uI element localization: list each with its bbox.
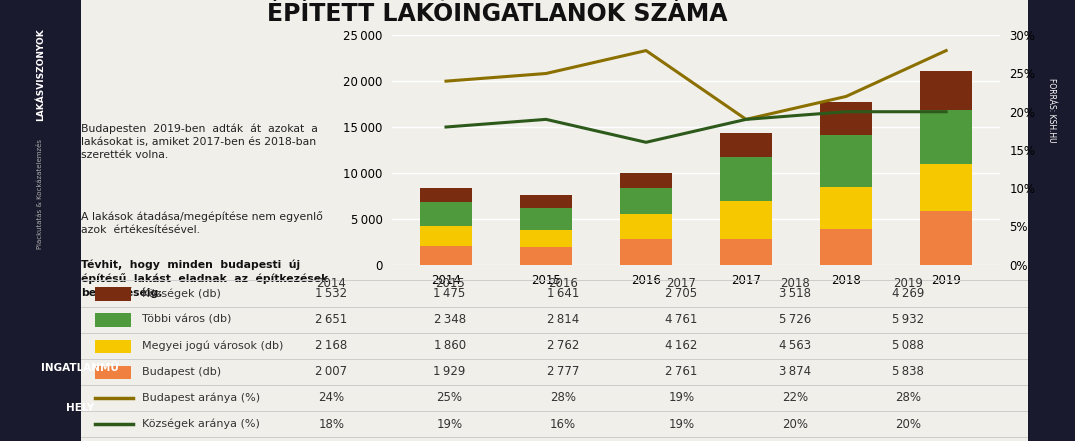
Text: LAKÁSVISZONYOK: LAKÁSVISZONYOK xyxy=(35,29,45,121)
Bar xyxy=(520,230,572,247)
Text: 18%: 18% xyxy=(318,418,344,430)
Text: 2 705: 2 705 xyxy=(665,287,698,300)
Text: 5 838: 5 838 xyxy=(892,365,924,378)
Text: 2014 - 2019: 2014 - 2019 xyxy=(450,96,543,111)
Text: 4 269: 4 269 xyxy=(892,287,924,300)
Bar xyxy=(520,208,572,230)
Bar xyxy=(420,226,472,246)
Text: Budapesten  2019-ben  adták  át  azokat  a
lakásokat is, amiket 2017-ben és 2018: Budapesten 2019-ben adták át azokat a la… xyxy=(81,123,317,161)
Bar xyxy=(820,229,872,265)
Text: Budapest aránya (%): Budapest aránya (%) xyxy=(142,392,260,403)
Text: 4 761: 4 761 xyxy=(665,313,698,326)
Text: Községek aránya (%): Községek aránya (%) xyxy=(142,419,260,430)
Bar xyxy=(920,110,972,164)
Text: 2017: 2017 xyxy=(666,277,697,290)
Bar xyxy=(420,202,472,226)
Text: Budapest (db): Budapest (db) xyxy=(142,367,221,377)
Text: 2 168: 2 168 xyxy=(315,339,347,352)
Text: 2 007: 2 007 xyxy=(315,365,347,378)
Text: 3 874: 3 874 xyxy=(778,365,811,378)
Text: 19%: 19% xyxy=(436,418,462,430)
Text: ÉPÍTETT LAKÓINGATLANOK SZÁMA: ÉPÍTETT LAKÓINGATLANOK SZÁMA xyxy=(267,3,727,26)
Bar xyxy=(420,188,472,202)
Text: 5 088: 5 088 xyxy=(892,339,924,352)
Text: 2 762: 2 762 xyxy=(547,339,579,352)
Text: 28%: 28% xyxy=(550,392,576,404)
Text: 1 641: 1 641 xyxy=(547,287,579,300)
Bar xyxy=(720,239,772,265)
Text: 1 860: 1 860 xyxy=(433,339,465,352)
Text: INGATLANMŰ: INGATLANMŰ xyxy=(41,363,118,373)
Text: 16%: 16% xyxy=(550,418,576,430)
Bar xyxy=(95,314,131,327)
Text: 2018: 2018 xyxy=(780,277,809,290)
Text: Piackutatás & Kockázatelemzés: Piackutatás & Kockázatelemzés xyxy=(38,139,43,249)
Text: Községek (db): Községek (db) xyxy=(142,288,221,299)
Text: 2 761: 2 761 xyxy=(665,365,698,378)
Text: Megyei jogú városok (db): Megyei jogú városok (db) xyxy=(142,340,284,351)
Bar xyxy=(920,211,972,265)
Text: 2015: 2015 xyxy=(434,277,464,290)
Bar xyxy=(620,173,672,188)
Bar xyxy=(820,135,872,187)
Text: 2 777: 2 777 xyxy=(547,365,579,378)
Text: 5 932: 5 932 xyxy=(892,313,924,326)
Text: 4 162: 4 162 xyxy=(665,339,698,352)
Text: 2016: 2016 xyxy=(548,277,578,290)
Bar xyxy=(720,133,772,157)
Text: 20%: 20% xyxy=(895,418,921,430)
Bar xyxy=(95,366,131,379)
Text: 4 563: 4 563 xyxy=(778,339,811,352)
Bar xyxy=(920,71,972,110)
Text: 24%: 24% xyxy=(318,392,344,404)
Bar xyxy=(820,102,872,135)
Bar xyxy=(820,187,872,229)
Text: 19%: 19% xyxy=(669,418,694,430)
Bar xyxy=(95,340,131,353)
Text: Elhelyezkedés szerint: Elhelyezkedés szerint xyxy=(396,52,599,71)
Text: 2014: 2014 xyxy=(316,277,346,290)
Text: 2 348: 2 348 xyxy=(433,313,465,326)
Text: 22%: 22% xyxy=(782,392,808,404)
Bar xyxy=(720,157,772,201)
Text: FORRÁS: KSH.HU: FORRÁS: KSH.HU xyxy=(1047,78,1056,142)
Text: 19%: 19% xyxy=(669,392,694,404)
Bar xyxy=(420,246,472,265)
Text: 5 726: 5 726 xyxy=(778,313,811,326)
Bar xyxy=(520,195,572,208)
Bar xyxy=(720,201,772,239)
Text: 2 814: 2 814 xyxy=(547,313,579,326)
Bar xyxy=(620,239,672,265)
Text: 25%: 25% xyxy=(436,392,462,404)
Text: 2019: 2019 xyxy=(893,277,923,290)
Text: 1 475: 1 475 xyxy=(433,287,465,300)
Text: 3 518: 3 518 xyxy=(779,287,811,300)
Text: 20%: 20% xyxy=(782,418,807,430)
Bar xyxy=(620,188,672,214)
Text: 28%: 28% xyxy=(895,392,921,404)
Text: 1 532: 1 532 xyxy=(315,287,347,300)
Text: A lakások átadása/megépítése nem egyenlő
azok  értékesítésével.: A lakások átadása/megépítése nem egyenlő… xyxy=(81,211,322,235)
Bar xyxy=(920,164,972,211)
Text: HELY: HELY xyxy=(66,403,94,413)
Text: Többi város (db): Többi város (db) xyxy=(142,314,231,325)
Text: Tévhit,  hogy  minden  budapesti  új
építésű  lakást  eladnak  az  építkezések
b: Tévhit, hogy minden budapesti új építésű… xyxy=(81,259,328,298)
Text: 2 651: 2 651 xyxy=(315,313,347,326)
Bar xyxy=(520,247,572,265)
Text: 1 929: 1 929 xyxy=(433,365,465,378)
Bar xyxy=(620,214,672,239)
Bar xyxy=(95,288,131,301)
